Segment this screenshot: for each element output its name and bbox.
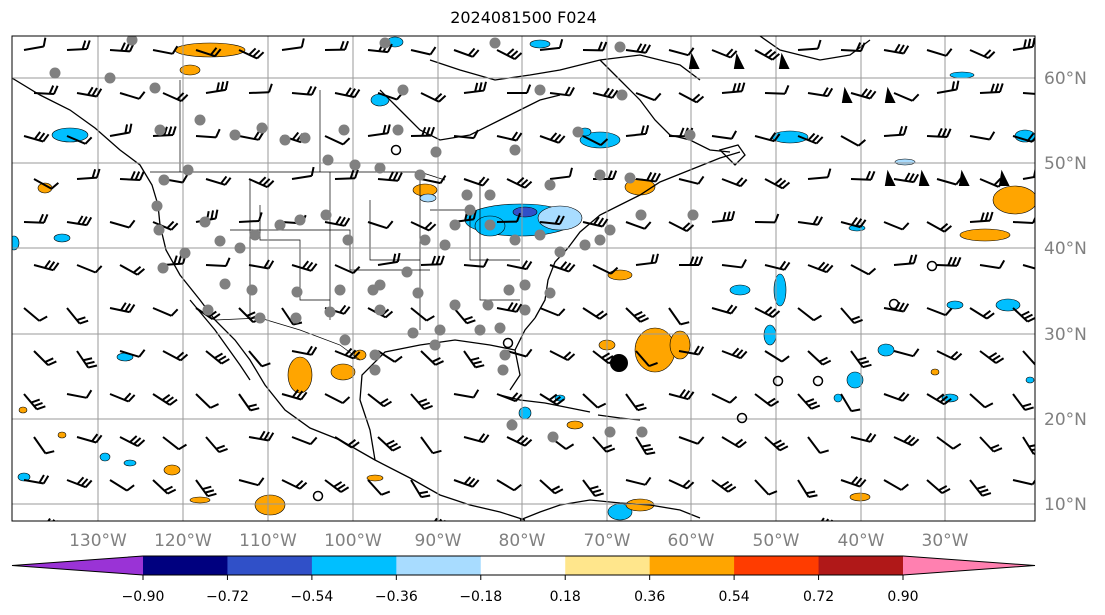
map-frame (11, 35, 1036, 522)
lon-tick-label: 120°W (154, 531, 212, 551)
colorbar-tick-label: −0.18 (459, 589, 502, 605)
colorbar-segment (227, 556, 313, 575)
lat-tick-label: 50°N (1044, 154, 1087, 174)
lon-tick-label: 80°W (499, 531, 546, 551)
colorbar-segment (143, 556, 228, 575)
station-markers (49, 36, 699, 443)
map-content (12, 36, 1035, 521)
lat-tick-label: 10°N (1044, 495, 1087, 515)
colorbar-segment (734, 556, 820, 575)
lon-tick-label: 50°W (753, 531, 800, 551)
lon-tick-label: 30°W (922, 531, 969, 551)
lat-tick-label: 60°N (1044, 69, 1087, 89)
lon-tick-label: 70°W (584, 531, 631, 551)
storm-marker (610, 354, 628, 372)
colorbar-tick-label: 0.54 (719, 589, 750, 605)
colorbar-extend-low (12, 556, 143, 575)
lon-tick-label: 60°W (668, 531, 715, 551)
colorbar-tick-label: −0.54 (290, 589, 333, 605)
colorbar-tick-label: 0.72 (803, 589, 834, 605)
colorbar-tick-label: 0.18 (550, 589, 581, 605)
colorbar-segment (311, 556, 397, 575)
lon-tick-label: 90°W (415, 531, 462, 551)
ring-markers (312, 144, 938, 502)
lat-tick-label: 20°N (1044, 410, 1087, 430)
political-borders (150, 80, 520, 361)
colorbar-ticks: −0.90 −0.72 −0.54 −0.36 −0.18 0.18 0.36 0.54 0.7… (122, 575, 919, 605)
lat-tick-label: 40°N (1044, 239, 1087, 259)
lon-tick-label: 110°W (239, 531, 297, 551)
colorbar-segment (649, 556, 735, 575)
lon-tick-label: 130°W (69, 531, 127, 551)
longitude-axis: 130°W 120°W 110°W 100°W 90°W 80°W 70°W 60°W 50°W… (69, 531, 969, 551)
lat-tick-label: 30°N (1044, 325, 1087, 345)
lon-tick-label: 40°W (838, 531, 885, 551)
anomaly-fills (12, 36, 1035, 521)
lon-tick-label: 100°W (324, 531, 382, 551)
gridlines (12, 36, 1035, 521)
colorbar-tick-label: −0.90 (122, 589, 165, 605)
colorbar-segment (396, 556, 482, 575)
colorbar-segment (565, 556, 651, 575)
colorbar-tick-label: 0.90 (887, 589, 918, 605)
colorbar-extend-high (903, 556, 1035, 575)
colorbar-segment (818, 556, 904, 575)
colorbar-segment (480, 556, 566, 575)
map-title: 2024081500 F024 (450, 8, 597, 27)
colorbar-tick-label: −0.36 (375, 589, 418, 605)
colorbar-tick-label: −0.72 (206, 589, 249, 605)
colorbar-tick-label: 0.36 (634, 589, 665, 605)
colorbar (11, 555, 1036, 576)
latitude-axis: 60°N 50°N 40°N 30°N 20°N 10°N (1044, 69, 1087, 515)
